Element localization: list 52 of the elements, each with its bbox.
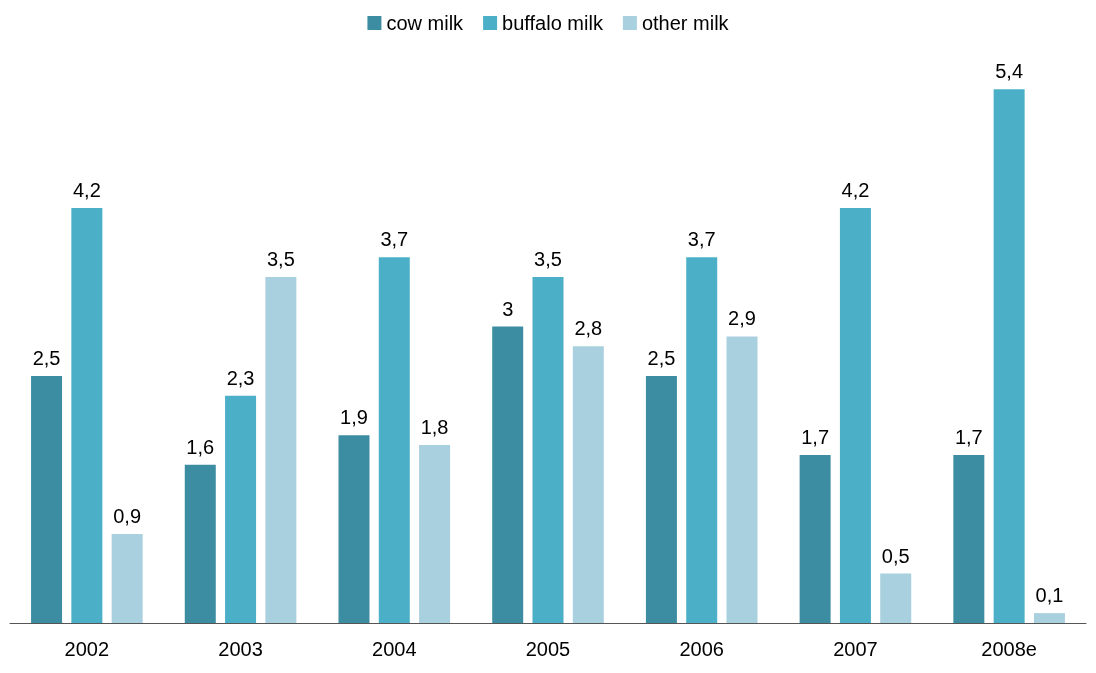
x-tick-label: 2002 [64, 638, 110, 660]
data-label: 2,5 [32, 346, 61, 369]
bar [184, 464, 216, 623]
data-label: 2,3 [226, 366, 255, 389]
data-label: 0,9 [113, 505, 142, 528]
bar [71, 207, 103, 623]
bar [419, 445, 451, 623]
bar [839, 207, 871, 623]
x-tick-label: 2007 [833, 638, 878, 660]
bar [880, 573, 912, 623]
data-label: 1,6 [186, 435, 215, 458]
data-label: 3,7 [380, 228, 409, 251]
bar [378, 257, 410, 623]
bar [532, 277, 564, 623]
bar [953, 454, 985, 623]
data-label: 3 [502, 297, 514, 320]
data-label: 1,9 [340, 406, 368, 429]
bar [31, 375, 63, 623]
bar [225, 395, 257, 623]
data-label: 2,5 [647, 346, 676, 369]
bar [726, 336, 758, 623]
data-label: 1,7 [801, 425, 830, 448]
x-tick-label: 2006 [679, 638, 724, 660]
bar [1033, 613, 1065, 623]
legend-label: cow milk [386, 12, 465, 34]
bar [572, 346, 604, 623]
x-tick-label: 2008e [981, 638, 1037, 660]
data-label: 1,8 [420, 416, 449, 439]
bar [645, 375, 677, 623]
data-label: 5,4 [995, 60, 1024, 83]
data-label: 1,7 [954, 425, 983, 448]
data-label: 3,5 [266, 248, 295, 271]
legend-label: buffalo milk [502, 12, 604, 34]
data-label: 4,2 [72, 178, 101, 201]
data-label: 3,5 [534, 248, 562, 271]
bar [993, 89, 1025, 623]
x-tick-label: 2004 [372, 638, 417, 660]
bar [111, 534, 143, 623]
data-label: 2,9 [728, 307, 756, 330]
bar [265, 277, 297, 623]
bar [492, 326, 524, 623]
bar [338, 435, 370, 623]
bar [686, 257, 718, 623]
x-tick-label: 2005 [525, 638, 571, 660]
x-tick-label: 2003 [218, 638, 263, 660]
data-label: 3,7 [687, 228, 716, 251]
data-label: 0,5 [881, 544, 910, 567]
data-label: 2,8 [574, 317, 603, 340]
legend-label: other milk [641, 12, 730, 34]
bar [799, 454, 831, 623]
data-label: 4,2 [841, 178, 870, 201]
data-label: 0,1 [1035, 584, 1064, 607]
